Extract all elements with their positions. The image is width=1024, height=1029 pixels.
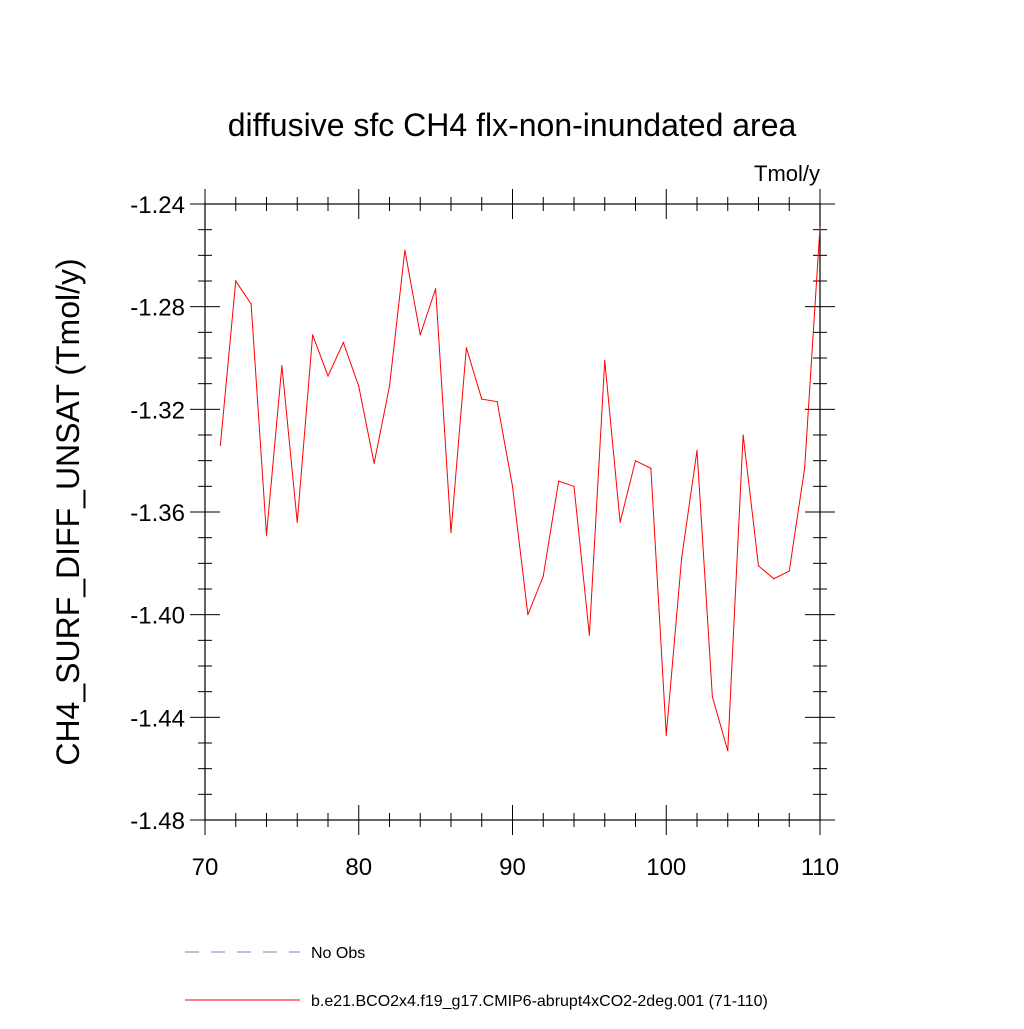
y-axis-label: CH4_SURF_DIFF_UNSAT (Tmol/y)	[50, 258, 86, 765]
data-point	[588, 634, 590, 636]
data-point	[742, 434, 744, 436]
data-point	[481, 398, 483, 400]
data-point	[435, 288, 437, 290]
data-point	[388, 385, 391, 387]
data-point	[327, 375, 329, 377]
data-point	[296, 521, 298, 523]
data-point	[773, 578, 775, 580]
plot-frame	[204, 203, 821, 821]
data-point	[265, 534, 268, 536]
data-point	[281, 365, 283, 367]
data-point	[634, 460, 637, 462]
data-point	[727, 750, 729, 752]
legend-label-series: b.e21.BCO2x4.f19_g17.CMIP6-abrupt4xCO2-2…	[311, 993, 768, 1010]
data-point	[235, 280, 237, 282]
units-label: Tmol/y	[754, 161, 820, 186]
data-point	[573, 485, 575, 487]
y-tick-label: -1.32	[130, 397, 185, 424]
y-tick-label: -1.40	[130, 603, 185, 630]
legend: No Obs b.e21.BCO2x4.f19_g17.CMIP6-abrupt…	[185, 945, 768, 1010]
data-point	[665, 734, 667, 736]
y-tick-label: -1.48	[130, 808, 185, 835]
data-point	[511, 485, 514, 487]
x-tick-label: 70	[192, 854, 219, 881]
data-point	[681, 557, 683, 559]
data-point	[558, 480, 560, 482]
x-tick-label: 100	[646, 854, 686, 881]
y-tick-label: -1.44	[130, 705, 185, 732]
x-tick-label: 110	[801, 854, 839, 881]
data-point	[527, 614, 529, 616]
data-point	[711, 696, 713, 698]
data-point	[619, 521, 621, 523]
data-point	[542, 575, 544, 577]
data-point	[788, 570, 790, 572]
y-ticks: -1.48 -1.44 -1.40 -1.36 -1.32 -1.28 -1.24	[130, 192, 835, 835]
chart-title: diffusive sfc CH4 flx-non-inundated area	[228, 107, 797, 143]
data-point	[465, 347, 467, 349]
y-tick-label: -1.36	[130, 500, 185, 527]
y-tick-label: -1.28	[130, 295, 185, 322]
y-tick-label: -1.24	[130, 192, 185, 219]
data-points	[219, 226, 821, 752]
data-point	[419, 334, 421, 336]
data-point	[819, 226, 821, 228]
data-point	[358, 385, 360, 387]
data-point	[696, 449, 698, 451]
series-line	[219, 227, 821, 751]
data-point	[373, 462, 375, 464]
data-point	[757, 565, 760, 567]
data-point	[219, 444, 221, 446]
data-point	[650, 467, 652, 469]
data-point	[342, 342, 344, 344]
x-ticks: 70 80 90 100 110	[192, 189, 839, 881]
data-point	[804, 467, 806, 469]
data-point	[312, 334, 314, 336]
data-point	[604, 359, 606, 362]
data-point	[250, 303, 252, 305]
data-point	[496, 401, 498, 403]
legend-label-no-obs: No Obs	[311, 945, 365, 962]
data-point	[404, 249, 406, 251]
x-tick-label: 90	[499, 854, 526, 881]
data-point	[450, 531, 452, 534]
x-tick-label: 80	[345, 854, 372, 881]
